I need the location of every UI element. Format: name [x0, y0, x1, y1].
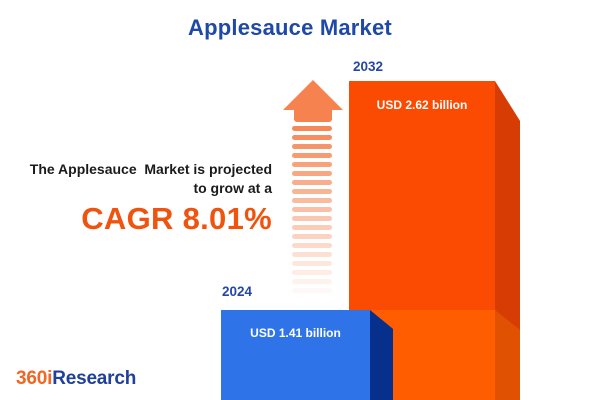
bar-2032-face-upper [349, 81, 495, 310]
headline-line2: to grow at a [193, 180, 272, 196]
bar-2032-year-label: 2032 [353, 59, 384, 74]
growth-arrow-stripes [292, 126, 333, 297]
page-title: Applesauce Market [188, 15, 392, 40]
bar-2024-side [370, 310, 393, 400]
bar-2024-year-label: 2024 [222, 284, 253, 299]
logo-suffix: Research [52, 368, 137, 389]
logo-prefix: 360i [16, 368, 53, 389]
cagr-value: CAGR 8.01% [81, 201, 272, 236]
headline: The Applesauce Market is projected to gr… [30, 160, 272, 237]
logo-360iresearch: 360iResearch [16, 368, 136, 390]
bar-2024-face [221, 310, 370, 400]
bar-2024-value-label: USD 1.41 billion [250, 326, 341, 340]
bar-2032-value-label: USD 2.62 billion [376, 98, 468, 112]
growth-arrow-stem [294, 105, 332, 122]
headline-line1: The Applesauce Market is projected [29, 161, 272, 177]
